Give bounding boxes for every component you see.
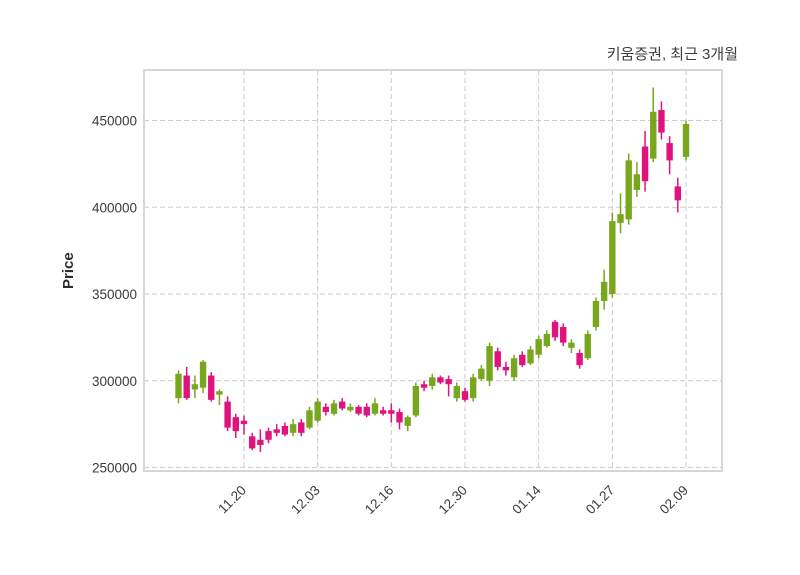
y-tick-label: 300000 — [92, 374, 137, 389]
candle-body — [289, 424, 297, 433]
candle-body — [322, 406, 330, 413]
candle-body — [510, 358, 518, 378]
candle-body — [584, 333, 591, 359]
y-axis-title: Price — [60, 252, 77, 289]
candle-body — [461, 391, 469, 400]
candle-body — [551, 321, 559, 338]
candle-body — [281, 425, 289, 435]
y-tick-label: 450000 — [92, 113, 137, 128]
candle-body — [298, 422, 305, 433]
y-tick-label: 250000 — [92, 461, 137, 476]
candle-body — [469, 377, 477, 399]
candle-body — [453, 385, 461, 399]
candle-body — [347, 406, 354, 411]
x-tick-label: 12.30 — [436, 483, 471, 518]
candle-body — [330, 403, 338, 414]
candle-body — [404, 417, 411, 426]
candle-body — [232, 417, 239, 432]
y-tick-label: 350000 — [92, 287, 137, 302]
x-tick-label: 12.16 — [362, 483, 397, 518]
candle-body — [388, 410, 395, 414]
candle-body — [216, 391, 223, 395]
x-tick-label: 11.20 — [215, 483, 249, 517]
candle-body — [568, 342, 575, 348]
candle-body — [486, 346, 493, 381]
candle-body — [535, 339, 542, 355]
candle-body — [494, 351, 501, 367]
candle-body — [306, 410, 313, 428]
candle-body — [273, 429, 280, 433]
y-tick-label: 400000 — [92, 200, 137, 215]
candle-body — [429, 377, 436, 386]
candle-body — [314, 401, 321, 421]
candle-body — [543, 333, 551, 347]
candle-body — [412, 385, 420, 416]
candle-body — [600, 281, 608, 301]
candle-body — [265, 431, 272, 440]
candle-body — [592, 300, 600, 327]
candle-body — [240, 420, 248, 425]
candle-body — [502, 366, 510, 371]
candle-body — [224, 401, 231, 428]
plot-border — [143, 69, 723, 472]
candle-body — [527, 349, 534, 364]
candle-body — [199, 361, 207, 388]
candle-body — [208, 375, 215, 400]
candle-body — [437, 377, 444, 383]
candle-body — [248, 436, 256, 449]
candle-body — [666, 143, 673, 161]
candle-body — [396, 412, 403, 423]
candle-body — [658, 110, 665, 133]
x-tick-label: 12.03 — [288, 483, 323, 518]
candle-body — [625, 160, 632, 220]
candle-body — [617, 214, 624, 223]
candle-body — [674, 186, 682, 201]
candle-body — [257, 439, 264, 445]
x-tick-label: 02.09 — [657, 483, 692, 518]
chart-title: 키움증권, 최근 3개월 — [606, 46, 738, 63]
candle-body — [183, 375, 190, 399]
candle-body — [371, 403, 379, 414]
candle-body — [355, 406, 362, 414]
x-tick-label: 01.27 — [583, 483, 618, 518]
candle-body — [420, 384, 428, 388]
candle-body — [633, 174, 641, 190]
candle-body — [363, 406, 370, 416]
candle-body — [641, 146, 649, 182]
candle-body — [650, 111, 657, 159]
candle-body — [445, 379, 452, 385]
candle-body — [175, 373, 182, 399]
candle-body — [609, 221, 616, 295]
candle-body — [519, 354, 526, 366]
x-tick-label: 01.14 — [509, 482, 544, 517]
candle-body — [379, 410, 387, 414]
candle-body — [339, 401, 346, 409]
candle-body — [576, 353, 583, 366]
candle-body — [191, 384, 199, 390]
candle-body — [560, 326, 567, 343]
candle-body — [478, 368, 485, 380]
candle-body — [682, 123, 690, 157]
